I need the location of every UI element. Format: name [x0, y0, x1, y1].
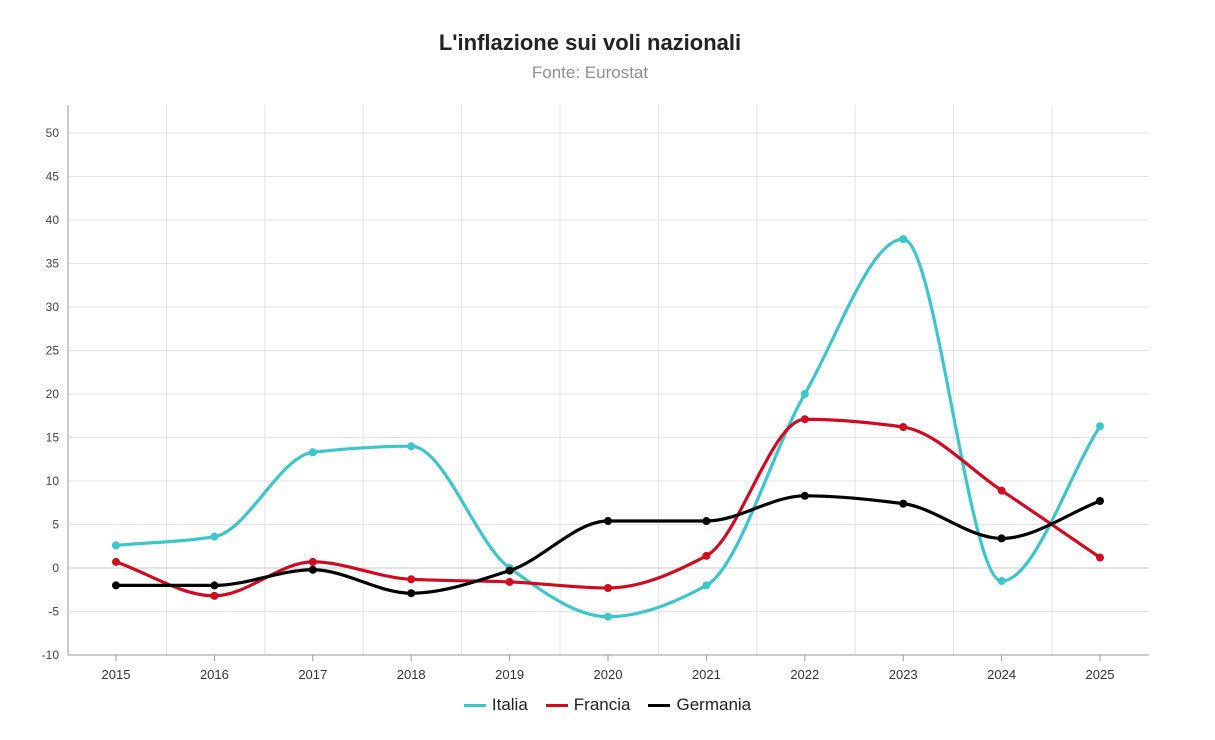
- data-point-italia: [308, 448, 317, 457]
- legend-label-italia: Italia: [491, 695, 528, 714]
- y-tick-label: 45: [46, 170, 60, 184]
- data-point-francia: [505, 577, 514, 586]
- series-line-italia: [115, 237, 1102, 619]
- x-tick-label: 2018: [397, 667, 426, 682]
- data-point-germania: [407, 589, 416, 598]
- legend-item-italia[interactable]: Italia: [463, 695, 528, 715]
- y-tick-label: 35: [46, 257, 60, 271]
- chart-subtitle: Fonte: Eurostat: [531, 63, 649, 82]
- data-point-germania: [899, 499, 908, 508]
- data-point-germania: [702, 517, 711, 526]
- data-point-italia: [112, 541, 120, 550]
- legend-label-francia: Francia: [573, 695, 631, 714]
- legend-label-germania: Germania: [676, 695, 752, 714]
- data-point-francia: [112, 557, 120, 566]
- legend: Italia Francia Germania: [0, 695, 1215, 715]
- y-tick-label: 20: [46, 387, 60, 401]
- series-lines: [112, 235, 1104, 621]
- x-tick-label: 2019: [495, 667, 524, 682]
- legend-item-francia[interactable]: Francia: [545, 695, 631, 715]
- data-point-italia: [210, 532, 219, 541]
- data-point-italia: [800, 390, 809, 398]
- legend-item-germania[interactable]: Germania: [648, 695, 751, 715]
- data-point-italia: [1096, 422, 1104, 431]
- data-point-germania: [308, 565, 317, 574]
- data-point-francia: [1096, 553, 1104, 562]
- y-tick-label: -5: [48, 605, 59, 619]
- y-tick-label: 30: [46, 300, 60, 314]
- x-tick-label: 2021: [692, 667, 721, 682]
- x-tick-label: 2024: [987, 667, 1016, 682]
- data-point-italia: [702, 581, 711, 590]
- data-point-francia: [800, 415, 809, 424]
- data-point-germania: [604, 517, 612, 526]
- y-tick-label: 10: [46, 474, 60, 488]
- y-tick-label: -10: [42, 648, 60, 662]
- series-line-germania: [116, 494, 1101, 595]
- legend-swatch-francia: [545, 703, 568, 707]
- data-point-germania: [997, 534, 1006, 543]
- y-tick-label: 40: [46, 213, 60, 227]
- data-point-germania: [210, 581, 219, 590]
- data-point-francia: [407, 575, 416, 584]
- x-tick-label: 2016: [200, 667, 229, 682]
- data-point-francia: [210, 591, 219, 600]
- axes: [67, 105, 1149, 661]
- data-point-germania: [505, 566, 514, 575]
- x-tick-label: 2020: [594, 667, 623, 682]
- legend-swatch-germania: [648, 703, 671, 707]
- x-tick-label: 2017: [298, 667, 327, 682]
- x-tick-label: 2022: [790, 667, 819, 682]
- data-point-germania: [800, 491, 809, 500]
- data-point-italia: [407, 442, 416, 451]
- y-tick-label: 25: [46, 344, 60, 358]
- y-tick-label: 15: [46, 431, 60, 445]
- y-tick-label: 50: [46, 126, 60, 140]
- x-tick-label: 2023: [889, 667, 918, 682]
- data-point-francia: [604, 584, 612, 593]
- grid-lines: [67, 105, 1149, 656]
- x-tick-label: 2015: [102, 667, 131, 682]
- y-tick-label: 5: [52, 518, 59, 532]
- data-point-italia: [899, 235, 908, 244]
- x-tick-label: 2025: [1086, 667, 1115, 682]
- y-tick-label: 0: [52, 561, 59, 575]
- legend-swatch-italia: [463, 703, 486, 707]
- series-line-francia: [115, 417, 1101, 598]
- data-point-italia: [997, 577, 1006, 586]
- data-point-italia: [604, 612, 612, 621]
- data-point-germania: [1096, 497, 1104, 506]
- data-point-francia: [702, 551, 711, 560]
- data-point-francia: [997, 486, 1006, 495]
- data-point-francia: [308, 557, 317, 566]
- chart-title: L'inflazione sui voli nazionali: [438, 30, 742, 55]
- data-point-germania: [112, 581, 120, 590]
- data-point-francia: [899, 423, 908, 432]
